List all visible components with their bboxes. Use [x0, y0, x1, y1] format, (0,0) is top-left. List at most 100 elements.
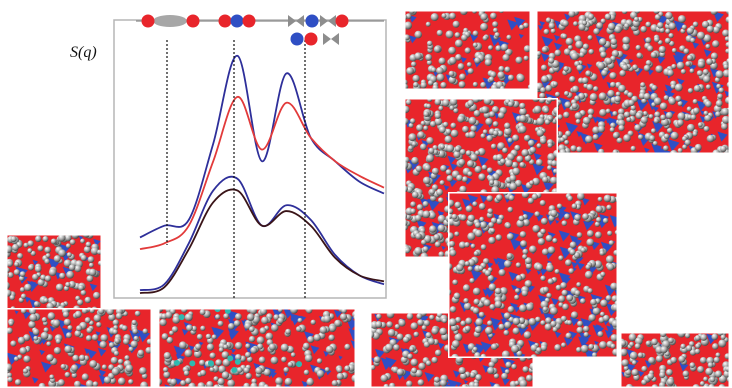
dopant-atom	[173, 359, 180, 366]
organic-atom	[405, 380, 413, 388]
organic-atom	[645, 340, 651, 346]
organic-atom	[42, 235, 49, 242]
cation-fragment	[39, 349, 45, 356]
dopant-atom	[296, 361, 303, 368]
organic-atom	[649, 135, 656, 142]
organic-atom	[171, 326, 179, 333]
organic-atom	[504, 159, 513, 168]
organic-atom	[622, 64, 629, 71]
organic-atom	[704, 114, 712, 122]
organic-atom	[686, 345, 693, 352]
organic-atom	[112, 329, 118, 335]
cation-fragment	[569, 316, 580, 327]
organic-atom	[166, 336, 174, 344]
cation-fragment	[26, 280, 39, 293]
organic-atom	[479, 216, 485, 222]
organic-atom	[426, 103, 432, 109]
organic-atom	[561, 342, 567, 348]
organic-atom	[488, 221, 495, 228]
organic-atom	[449, 249, 457, 257]
organic-atom	[431, 356, 438, 364]
organic-atom	[115, 312, 123, 320]
organic-atom	[473, 298, 480, 305]
organic-atom	[455, 316, 462, 323]
organic-atom	[505, 48, 513, 56]
organic-atom	[142, 328, 148, 334]
organic-atom	[497, 112, 505, 119]
organic-atom	[408, 123, 414, 129]
organic-atom	[463, 302, 472, 311]
organic-atom	[91, 334, 99, 341]
organic-atom	[516, 219, 525, 228]
organic-atom	[592, 352, 598, 358]
organic-atom	[635, 111, 643, 120]
organic-atom	[519, 107, 527, 116]
organic-atom	[411, 191, 419, 199]
cation-fragment	[679, 362, 689, 372]
organic-atom	[417, 131, 425, 139]
organic-atom	[498, 323, 505, 331]
cation-fragment	[673, 54, 684, 66]
organic-atom	[386, 312, 395, 319]
organic-atom	[723, 64, 729, 70]
organic-atom	[420, 81, 427, 89]
organic-atom	[626, 116, 632, 123]
organic-atom	[270, 356, 279, 365]
organic-atom	[72, 354, 80, 362]
cation-fragment	[198, 341, 204, 347]
organic-atom	[590, 298, 597, 306]
cation-fragment	[677, 78, 685, 86]
organic-atom	[451, 213, 458, 220]
organic-atom	[599, 108, 607, 117]
organic-atom	[529, 146, 537, 154]
organic-atom	[710, 52, 718, 60]
organic-atom	[522, 248, 529, 255]
organic-atom	[506, 34, 512, 40]
organic-atom	[425, 332, 432, 339]
organic-atom	[454, 333, 463, 342]
organic-atom	[530, 344, 538, 352]
cation-fragment	[667, 138, 680, 152]
organic-atom	[579, 52, 585, 58]
dopant-atom	[234, 358, 241, 365]
organic-atom	[68, 264, 76, 271]
cation-fragment	[678, 98, 688, 108]
organic-atom	[610, 122, 616, 129]
anion-icon	[335, 14, 349, 28]
organic-atom	[460, 320, 467, 327]
cation-fragment	[6, 352, 19, 365]
organic-atom	[643, 92, 651, 100]
organic-atom	[396, 368, 404, 376]
organic-atom	[45, 253, 51, 259]
organic-atom	[497, 142, 505, 150]
organic-atom	[420, 143, 427, 151]
organic-atom	[487, 208, 493, 214]
series-line-4	[139, 188, 385, 294]
organic-atom	[178, 341, 187, 350]
organic-atom	[465, 150, 472, 156]
organic-atom	[534, 211, 540, 217]
organic-atom	[453, 292, 461, 300]
organic-atom	[715, 111, 721, 118]
organic-atom	[123, 338, 130, 345]
organic-atom	[606, 204, 612, 211]
organic-atom	[658, 381, 666, 388]
organic-atom	[63, 318, 71, 326]
organic-atom	[695, 343, 701, 349]
organic-atom	[450, 122, 457, 129]
organic-atom	[406, 67, 414, 75]
organic-atom	[448, 76, 457, 84]
organic-atom	[514, 144, 521, 151]
organic-atom	[30, 250, 36, 257]
organic-atom	[627, 92, 634, 98]
organic-atom	[429, 314, 435, 321]
organic-atom	[697, 122, 703, 128]
cation-fragment	[692, 41, 700, 49]
organic-atom	[103, 376, 112, 384]
organic-atom	[667, 69, 674, 77]
cation-fragment	[380, 357, 394, 371]
cation-fragment	[86, 348, 97, 359]
organic-atom	[547, 153, 556, 162]
organic-atom	[560, 282, 567, 289]
cation-fragment	[14, 310, 19, 315]
